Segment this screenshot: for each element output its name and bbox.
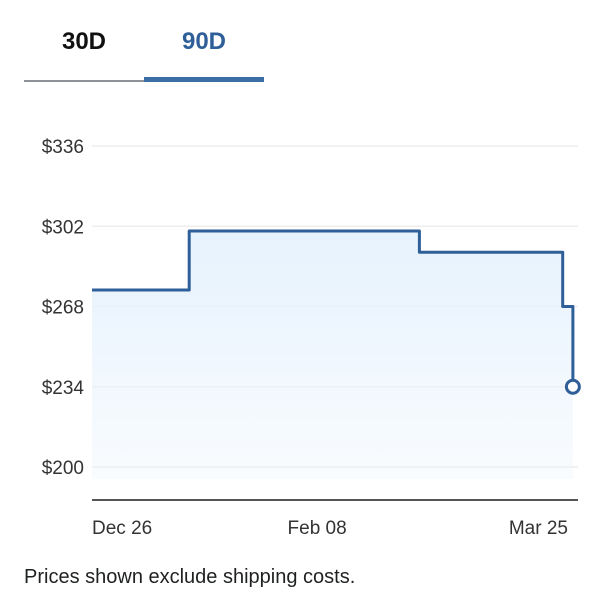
shipping-footnote: Prices shown exclude shipping costs.: [24, 566, 356, 588]
price-history-chart: $336 $302 $268 $234 $200 Dec 26 Feb 08 Mar 25: [42, 137, 581, 539]
y-tick-label: $268: [42, 298, 84, 319]
tab-90d[interactable]: 90D: [144, 0, 264, 82]
x-tick-label: Mar 25: [509, 518, 568, 539]
tab-30d[interactable]: 30D: [24, 0, 144, 82]
x-tick-label: Dec 26: [92, 518, 152, 539]
y-tick-label: $302: [42, 217, 84, 238]
current-price-marker: [564, 378, 581, 395]
price-step-line: [92, 229, 575, 387]
y-tick-label: $336: [42, 137, 84, 158]
y-tick-label: $200: [42, 458, 84, 479]
x-tick-label: Feb 08: [288, 518, 347, 539]
range-tabs: 30D 90D: [24, 0, 604, 82]
y-tick-label: $234: [42, 378, 85, 399]
price-area-fill: [92, 231, 573, 479]
